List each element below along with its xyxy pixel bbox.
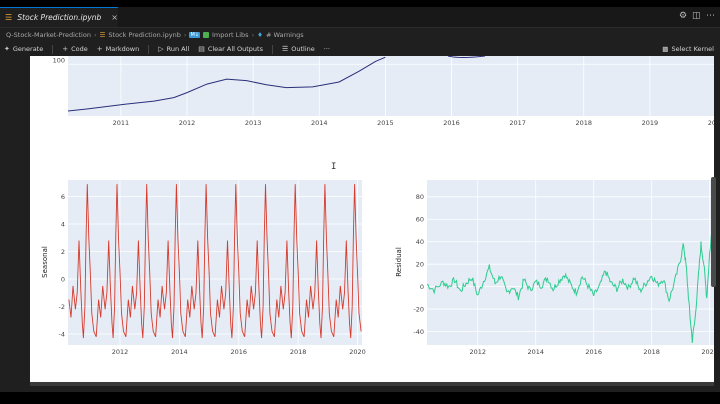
trend-y-tick: 100 <box>53 57 65 65</box>
seasonal-y-tick: -4 <box>59 330 65 338</box>
add-markdown-button[interactable]: + Markdown <box>97 45 139 53</box>
markdown-label: Markdown <box>105 45 140 53</box>
residual-x-tick: 2016 <box>585 348 602 356</box>
chevron-right-icon: › <box>93 31 97 39</box>
toolbar-more-button[interactable]: ··· <box>324 45 330 53</box>
breadcrumb-warnings[interactable]: # Warnings <box>266 31 304 39</box>
seasonal-y-tick: 4 <box>61 220 65 228</box>
seasonal-x-tick: 2012 <box>112 348 129 356</box>
trend-x-tick: 2014 <box>311 119 328 127</box>
trend-x-tick: 2018 <box>575 119 592 127</box>
code-label: Code <box>71 45 88 53</box>
residual-y-tick: -40 <box>413 328 424 336</box>
outline-icon: ☰ <box>281 45 289 53</box>
breadcrumb-file[interactable]: Stock Prediction.ipynb <box>108 31 181 39</box>
outline-label: Outline <box>291 45 315 53</box>
seasonal-y-tick: 0 <box>61 275 65 283</box>
close-icon[interactable]: × <box>111 13 118 22</box>
trend-x-tick: 2012 <box>179 119 196 127</box>
plus-icon: + <box>62 45 69 53</box>
plus-icon: + <box>96 45 103 53</box>
notebook-icon: ☰ <box>5 13 13 22</box>
tab-label: Stock Prediction.ipynb <box>17 13 102 22</box>
residual-y-axis-label: Residual <box>395 247 403 277</box>
run-all-icon: ▷ <box>158 45 164 53</box>
outline-button[interactable]: ☰ Outline <box>282 45 315 53</box>
tab-stock-prediction[interactable]: ☰ Stock Prediction.ipynb × <box>0 7 118 27</box>
toolbar-divider <box>52 44 54 54</box>
kernel-icon: ▩ <box>662 45 669 53</box>
residual-plot-area <box>427 180 714 345</box>
select-kernel-label: Select Kernel <box>671 45 714 53</box>
markdown-icon: M↓ <box>189 32 200 38</box>
residual-series-line <box>426 210 714 344</box>
seasonal-y-axis-label: Seasonal <box>41 246 49 278</box>
residual-y-tick: 60 <box>416 216 424 224</box>
residual-y-tick: -20 <box>413 305 424 313</box>
chevron-right-icon: › <box>251 31 255 39</box>
clear-all-outputs-label: Clear All Outputs <box>207 45 263 53</box>
section-icon <box>202 32 209 38</box>
trend-x-tick: 2013 <box>245 119 262 127</box>
seasonal-y-tick: 2 <box>61 248 65 256</box>
residual-y-tick: 80 <box>416 193 424 201</box>
toolbar-divider <box>271 44 273 54</box>
notebook-icon: ☰ <box>99 31 106 39</box>
seasonal-x-tick: 2020 <box>349 348 366 356</box>
clear-all-outputs-button[interactable]: ▤ Clear All Outputs <box>198 45 263 53</box>
gear-icon[interactable]: ⚙ <box>679 11 688 21</box>
seasonal-x-tick: 2014 <box>171 348 188 356</box>
breadcrumb-root[interactable]: Q-Stock-Market-Prediction <box>6 31 91 39</box>
seasonal-x-tick: 2016 <box>230 348 247 356</box>
notebook-output: 100 2011 2012 2013 2014 2015 2016 2017 2018 2019… <box>30 56 714 383</box>
trend-series-line <box>67 56 386 112</box>
residual-x-tick: 2012 <box>469 348 486 356</box>
run-all-label: Run All <box>166 45 190 53</box>
trend-plot-area <box>68 56 714 116</box>
trend-x-tick: 2020 <box>708 119 714 127</box>
tab-bar: ☰ Stock Prediction.ipynb × ⚙ ◫ ⋯ <box>0 7 720 28</box>
clear-icon: ▤ <box>198 45 205 53</box>
residual-x-tick: 2020 <box>701 348 714 356</box>
editor-window: ☰ Stock Prediction.ipynb × ⚙ ◫ ⋯ Q-Stock… <box>0 7 720 392</box>
horizontal-scrollbar[interactable] <box>30 382 714 386</box>
toolbar-divider <box>148 44 150 54</box>
residual-y-tick: 0 <box>420 283 424 291</box>
trend-x-tick: 2019 <box>642 119 659 127</box>
python-icon: ♦ <box>257 31 263 39</box>
sparkle-icon: ✦ <box>4 45 10 53</box>
trend-x-tick: 2016 <box>443 119 460 127</box>
generate-label: Generate <box>12 45 44 53</box>
chevron-right-icon: › <box>183 31 187 39</box>
generate-button[interactable]: ✦ Generate <box>4 45 43 53</box>
seasonal-y-tick: 6 <box>61 193 65 201</box>
trend-series-fragment <box>447 56 486 58</box>
residual-x-tick: 2018 <box>643 348 660 356</box>
notebook-toolbar: ✦ Generate + Code + Markdown ▷ Run All ▤… <box>0 42 720 56</box>
text-cursor-icon: I <box>331 162 337 172</box>
breadcrumb: Q-Stock-Market-Prediction › ☰ Stock Pred… <box>0 28 720 42</box>
add-code-button[interactable]: + Code <box>62 45 88 53</box>
seasonal-x-tick: 2018 <box>290 348 307 356</box>
seasonal-plot-area <box>68 180 362 345</box>
more-icon: ··· <box>323 45 330 53</box>
select-kernel-button[interactable]: ▩ Select Kernel <box>662 42 714 56</box>
residual-y-tick: 40 <box>416 238 424 246</box>
trend-x-tick: 2017 <box>509 119 526 127</box>
decomposition-plots: 100 2011 2012 2013 2014 2015 2016 2017 2018 2019… <box>41 56 714 356</box>
breadcrumb-section[interactable]: Import Libs <box>211 31 249 39</box>
run-all-button[interactable]: ▷ Run All <box>158 45 189 53</box>
more-icon[interactable]: ⋯ <box>706 11 715 21</box>
trend-x-tick: 2011 <box>113 119 130 127</box>
vertical-scrollbar[interactable] <box>711 177 716 287</box>
trend-x-tick: 2015 <box>377 119 394 127</box>
layout-icon[interactable]: ◫ <box>692 11 701 21</box>
seasonal-y-tick: -2 <box>59 303 65 311</box>
residual-y-tick: 20 <box>416 260 424 268</box>
seasonal-series-line <box>68 184 362 339</box>
residual-x-tick: 2014 <box>527 348 544 356</box>
